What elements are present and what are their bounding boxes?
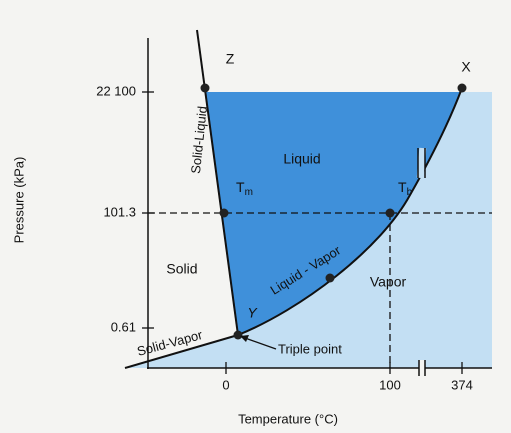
y-tick-label: 101.3 — [103, 204, 136, 219]
region-label: Solid — [166, 261, 197, 277]
x-tick-label: 100 — [379, 377, 401, 392]
curve-label: Solid-Liquid — [188, 105, 210, 174]
y-axis-label: Pressure (kPa) — [11, 157, 26, 244]
point-label: Tb — [398, 179, 413, 198]
x-axis-label: Temperature (°C) — [238, 411, 338, 426]
annotation: Triple point — [278, 341, 342, 356]
label-sub: b — [407, 187, 413, 198]
point-label: Y — [247, 305, 258, 321]
x-tick-label: 0 — [222, 377, 229, 392]
triple-point-arrow — [244, 337, 277, 350]
region-label: Liquid — [283, 151, 320, 167]
y-tick-label: 22 100 — [96, 83, 136, 98]
x-tick-label: 374 — [451, 377, 473, 392]
liquid-vapor-curve — [237, 87, 463, 336]
label-base: T — [236, 179, 245, 195]
dashed-guides — [148, 212, 492, 368]
label-sub: m — [245, 187, 253, 198]
y-tick-label: 0.61 — [111, 319, 136, 334]
region-label: Vapor — [370, 274, 407, 290]
point-label: X — [461, 59, 471, 75]
label-base: T — [398, 179, 407, 195]
liquid-region — [206, 88, 462, 335]
point-label: Tm — [236, 179, 253, 198]
arrow-head — [240, 335, 249, 342]
axis-breaks — [416, 147, 427, 376]
solid-vapor-curve — [124, 334, 239, 369]
solid-liquid-line — [196, 29, 239, 336]
points — [200, 83, 467, 340]
point-label: Z — [226, 51, 235, 67]
vapor-region — [125, 88, 492, 368]
